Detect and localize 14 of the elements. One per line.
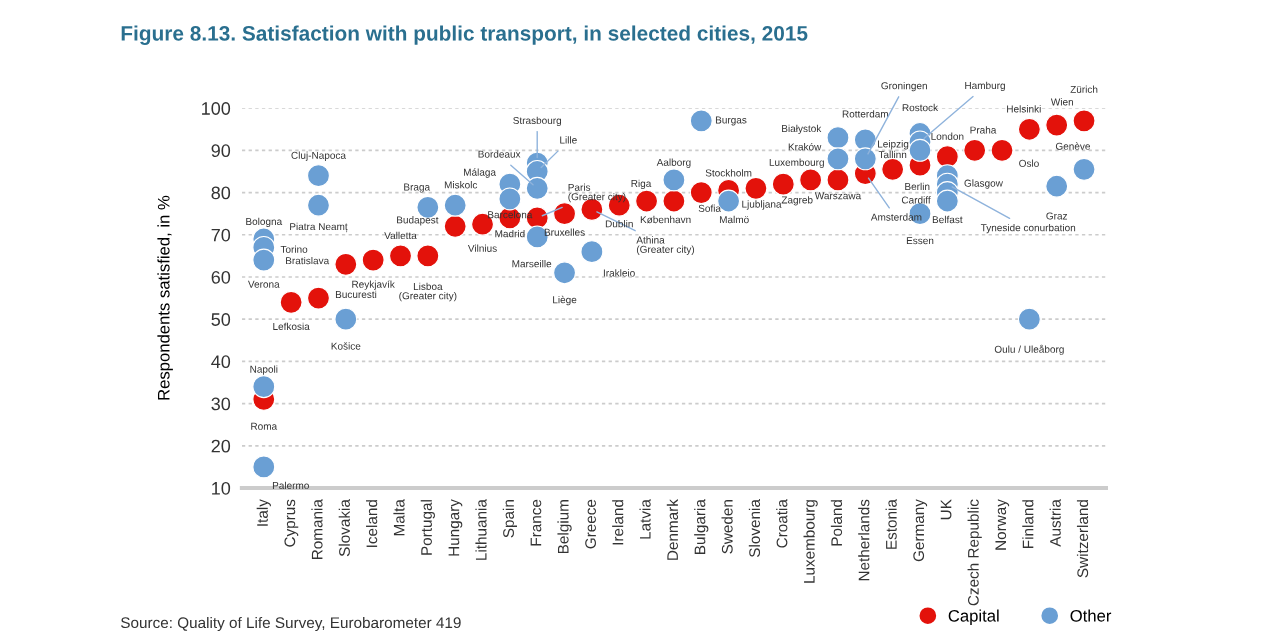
y-tick-label: 10 (212, 481, 231, 495)
chart-title: Figure 8.13. Satisfaction with public transport, in selected cities, 2015 (121, 25, 808, 45)
y-tick-label: 100 (202, 102, 231, 115)
y-tick-label: 30 (211, 397, 231, 411)
legend-label: Capital (948, 609, 999, 625)
y-tick-label: 90 (211, 144, 231, 158)
legend-label: Other (1070, 609, 1112, 622)
y-axis-title: Respondents satisfied, in % (157, 195, 173, 400)
y-tick-label: 20 (211, 439, 231, 453)
y-tick-label: 80 (211, 186, 231, 200)
y-tick-label: 70 (211, 228, 231, 242)
y-tick-label: 40 (211, 355, 231, 369)
y-tick-label: 50 (211, 313, 231, 326)
y-tick-label: 60 (211, 270, 231, 284)
